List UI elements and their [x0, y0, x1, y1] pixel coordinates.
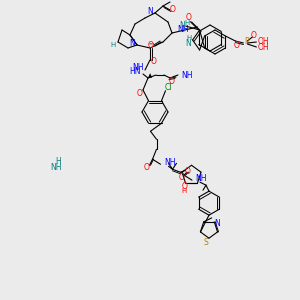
Text: O: O [144, 163, 149, 172]
Text: ***: *** [149, 42, 155, 46]
Text: OH: OH [257, 37, 269, 46]
Text: N: N [129, 38, 135, 47]
Text: HN: HN [129, 68, 141, 76]
Text: O: O [185, 167, 191, 176]
Text: N: N [214, 219, 220, 228]
Text: H: H [55, 158, 61, 166]
Text: ▲: ▲ [148, 74, 152, 79]
Text: N: N [180, 22, 185, 31]
Text: O: O [178, 173, 184, 182]
Text: OH: OH [257, 43, 269, 52]
Text: O: O [186, 14, 191, 22]
Text: O: O [137, 88, 143, 98]
Text: O: O [233, 41, 239, 50]
Text: O: O [148, 40, 154, 50]
Text: H: H [110, 42, 116, 48]
Text: NH: NH [50, 163, 62, 172]
Text: O: O [182, 182, 187, 191]
Text: N: N [147, 7, 153, 16]
Text: NH: NH [132, 64, 144, 73]
Text: O: O [169, 77, 175, 86]
Text: O: O [151, 58, 157, 67]
Text: NH: NH [177, 26, 188, 34]
Text: NH: NH [181, 70, 193, 80]
Text: H: H [184, 20, 189, 26]
Text: N: N [186, 38, 191, 47]
Text: H: H [186, 35, 191, 41]
Text: H: H [182, 188, 187, 194]
Text: S: S [204, 238, 208, 247]
Text: P: P [244, 38, 249, 46]
Text: NH: NH [195, 174, 206, 183]
Text: O: O [170, 4, 176, 14]
Text: NH: NH [164, 158, 176, 167]
Text: O: O [250, 32, 256, 40]
Text: Cl: Cl [165, 83, 172, 92]
